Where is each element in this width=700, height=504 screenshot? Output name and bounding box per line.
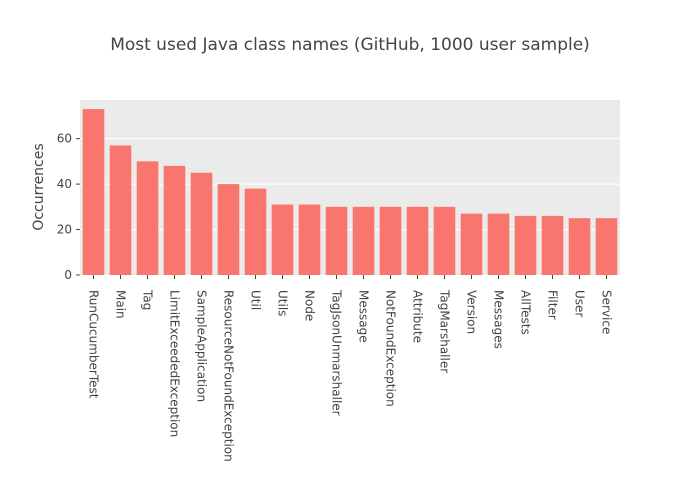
bar-LimitExceededException: [163, 165, 186, 275]
bar-Util: [244, 188, 267, 275]
x-tick-label: LimitExceededException: [168, 290, 182, 437]
bar-Attribute: [406, 206, 429, 275]
y-tick-label: 0: [64, 268, 72, 282]
chart-title: Most used Java class names (GitHub, 1000…: [110, 35, 590, 55]
x-tick-label: TagMarshaller: [438, 289, 452, 373]
bar-SampleApplication: [190, 172, 213, 275]
x-axis: RunCucumberTest Main Tag LimitExceededExcep…: [87, 275, 614, 462]
bar-Tag: [136, 161, 159, 275]
x-tick-label: Version: [465, 290, 479, 334]
bar-TagMarshaller: [433, 206, 456, 275]
x-tick-label: NotFoundException: [384, 290, 398, 407]
y-axis: 0 20 40 60: [57, 132, 80, 282]
bar-Version: [460, 213, 483, 275]
bar-Service: [595, 218, 618, 275]
x-tick-label: Message: [357, 290, 371, 343]
bar-AllTests: [514, 215, 537, 275]
y-tick-label: 20: [57, 223, 72, 237]
bar-Filter: [541, 215, 564, 275]
plot-area: [80, 100, 620, 275]
bar-NotFoundException: [379, 206, 402, 275]
x-tick-label: TagJsonUnmarshaller: [330, 289, 344, 416]
x-tick-label: User: [573, 290, 587, 317]
x-tick-label: Service: [600, 290, 614, 334]
x-tick-label: Main: [114, 290, 128, 319]
y-tick-label: 60: [57, 132, 72, 146]
bar-User: [568, 218, 591, 275]
x-tick-label: Util: [249, 290, 263, 310]
bar-RunCucumberTest: [82, 109, 105, 275]
x-tick-label: Node: [303, 290, 317, 321]
x-tick-label: Tag: [141, 289, 155, 310]
y-axis-title: Occurrences: [31, 143, 47, 230]
x-tick-label: Utils: [276, 290, 290, 316]
x-tick-label: AllTests: [519, 290, 533, 335]
x-tick-label: ResourceNotFoundException: [222, 290, 236, 462]
x-tick-label: Messages: [492, 290, 506, 349]
bar-ResourceNotFoundException: [217, 184, 240, 275]
bar-Message: [352, 206, 375, 275]
bar-Node: [298, 204, 321, 275]
bars: [82, 109, 618, 275]
x-tick-label: Attribute: [411, 290, 425, 343]
bar-Main: [109, 145, 132, 275]
x-tick-label: Filter: [546, 290, 560, 320]
x-tick-label: RunCucumberTest: [87, 290, 101, 399]
bar-Utils: [271, 204, 294, 275]
bar-TagJsonUnmarshaller: [325, 206, 348, 275]
y-tick-label: 40: [57, 177, 72, 191]
x-tick-label: SampleApplication: [195, 290, 209, 402]
bar-Messages: [487, 213, 510, 275]
